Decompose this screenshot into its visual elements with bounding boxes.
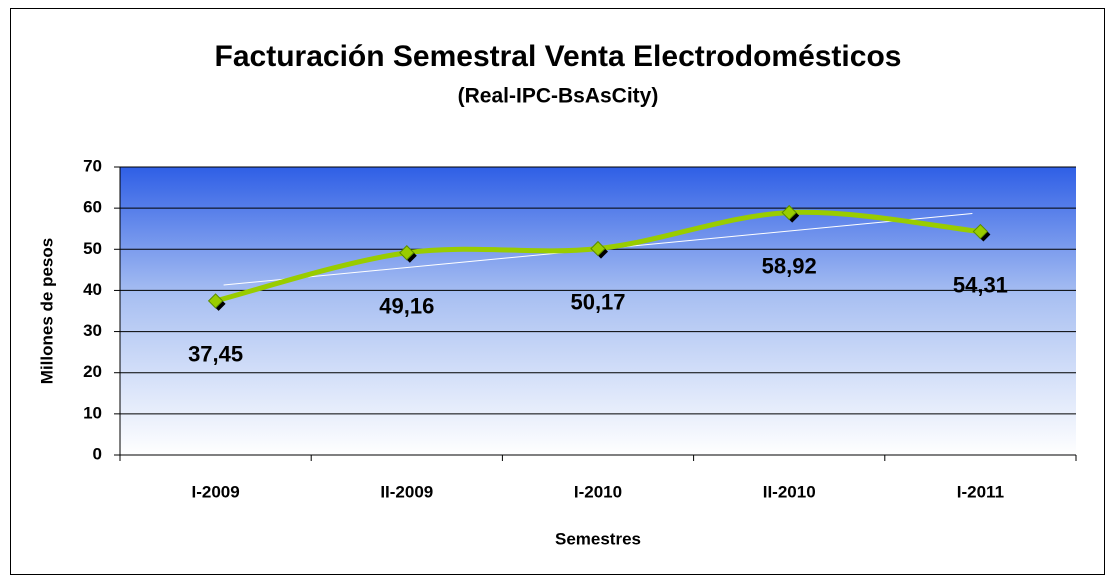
y-tick-label: 20 bbox=[83, 362, 102, 381]
chart-title: Facturación Semestral Venta Electrodomés… bbox=[215, 40, 902, 73]
data-label: 54,31 bbox=[953, 272, 1008, 297]
y-tick-label: 50 bbox=[83, 239, 102, 258]
marker bbox=[972, 223, 989, 240]
x-tick-label: II-2010 bbox=[763, 482, 816, 501]
x-axis-title: Semestres bbox=[555, 529, 641, 548]
y-axis-title: Millones de pesos bbox=[37, 238, 56, 384]
x-tick-label: II-2009 bbox=[380, 482, 433, 501]
data-label: 58,92 bbox=[762, 253, 817, 278]
plot-area bbox=[120, 167, 1076, 455]
y-tick-label: 40 bbox=[83, 280, 102, 299]
marker bbox=[590, 240, 606, 257]
data-label: 49,16 bbox=[379, 294, 434, 319]
y-tick-label: 0 bbox=[93, 444, 102, 463]
data-label: 37,45 bbox=[188, 342, 243, 367]
x-tick-label: I-2010 bbox=[574, 482, 622, 501]
data-label: 50,17 bbox=[570, 289, 625, 314]
chart-subtitle: (Real-IPC-BsAsCity) bbox=[458, 85, 659, 108]
x-tick-label: I-2009 bbox=[191, 482, 239, 501]
y-tick-label: 70 bbox=[83, 156, 102, 175]
marker bbox=[781, 204, 797, 221]
y-tick-label: 10 bbox=[83, 403, 102, 422]
x-tick-label: I-2011 bbox=[957, 482, 1004, 501]
marker bbox=[207, 293, 224, 309]
marker bbox=[399, 245, 415, 261]
y-tick-label: 30 bbox=[83, 321, 102, 340]
y-tick-label: 60 bbox=[83, 198, 102, 217]
